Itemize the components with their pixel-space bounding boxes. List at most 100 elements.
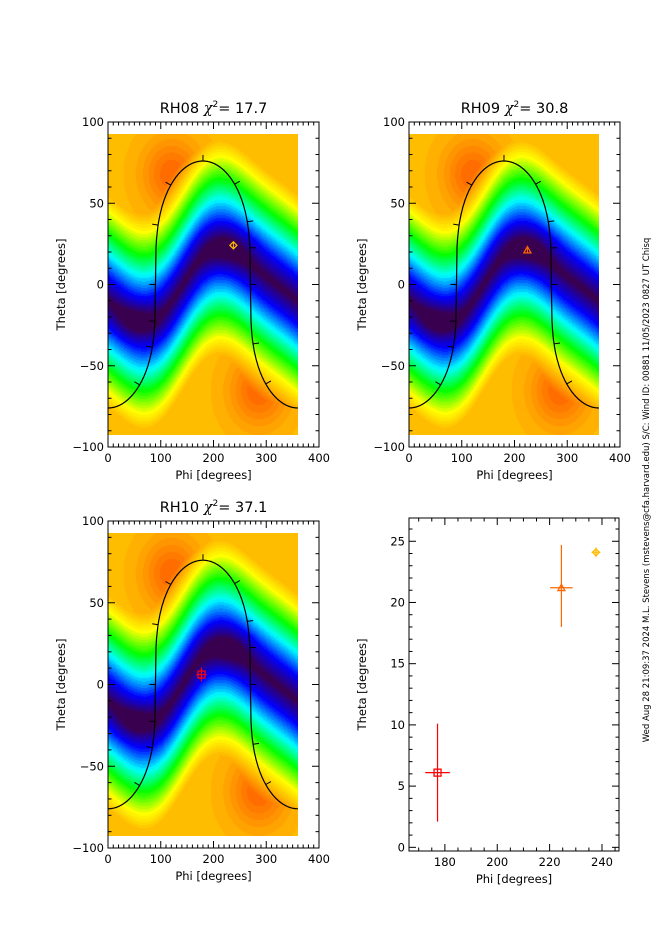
- title-sup: 2: [514, 100, 520, 110]
- x-tick-label: 100: [150, 451, 172, 465]
- title-value: = 37.1: [218, 500, 267, 516]
- y-tick-label: −100: [72, 440, 104, 454]
- x-tick-label: 400: [308, 852, 330, 866]
- x-axis-label: Phi [degrees]: [476, 468, 552, 482]
- track-curve: [409, 160, 599, 409]
- x-tick-label: 200: [486, 855, 508, 869]
- track-tick: [265, 380, 272, 385]
- track-tick: [152, 623, 159, 626]
- track-tick: [252, 342, 260, 345]
- track-tick: [146, 345, 153, 348]
- y-tick-label: −50: [80, 759, 104, 773]
- y-tick-label: 100: [82, 514, 104, 528]
- track-tick: [234, 180, 241, 185]
- data-point-triangle: [550, 544, 573, 627]
- y-axis-label: Theta [degrees]: [54, 239, 68, 332]
- y-tick-label: 0: [398, 278, 405, 292]
- x-axis-label: Phi [degrees]: [175, 468, 251, 482]
- title-value: = 17.7: [218, 101, 267, 117]
- track-tick: [134, 381, 140, 386]
- title-value: = 30.8: [519, 101, 568, 117]
- x-tick-label: 180: [434, 855, 456, 869]
- y-tick-label: 20: [390, 595, 405, 609]
- marker-triangle: [556, 582, 566, 592]
- track-tick: [165, 181, 172, 186]
- track-tick: [247, 220, 254, 223]
- track-tick: [234, 580, 241, 585]
- panel-title: RH08 χ2= 17.7: [160, 100, 268, 117]
- track-tick: [247, 619, 254, 622]
- x-tick-label: 240: [591, 855, 613, 869]
- track-tick: [453, 223, 460, 226]
- track-curve: [108, 160, 298, 409]
- y-tick-label: 0: [97, 278, 104, 292]
- y-tick-label: 0: [97, 678, 104, 692]
- track-tick: [566, 380, 573, 385]
- y-tick-label: −100: [373, 440, 405, 454]
- track-tick: [165, 581, 172, 585]
- x-tick-label: 220: [539, 855, 561, 869]
- y-tick-label: 100: [82, 115, 104, 129]
- track-tick: [134, 782, 140, 786]
- x-tick-label: 400: [308, 451, 330, 465]
- side-caption: Wed Aug 28 21:09:37 2024 M.L. Stevens (m…: [642, 238, 652, 743]
- x-axis-label: Phi [degrees]: [175, 869, 251, 883]
- track-tick: [548, 220, 555, 223]
- panel-4: 180 200 220 240 0 5 10 15 20 25 Phi [degrees] Theta…: [355, 517, 620, 886]
- y-axis-label: Theta [degrees]: [355, 639, 369, 732]
- x-tick-label: 0: [405, 451, 412, 465]
- track-tick: [535, 180, 542, 185]
- track-tick: [447, 345, 454, 348]
- track-curve: [108, 559, 298, 810]
- y-tick-label: 5: [398, 779, 405, 793]
- title-sup: 2: [213, 499, 219, 509]
- x-tick-label: 0: [104, 451, 111, 465]
- y-axis-label: Theta [degrees]: [355, 239, 369, 332]
- x-tick-label: 200: [203, 451, 225, 465]
- data-point-square: [425, 723, 450, 822]
- plot-frame: [107, 520, 320, 849]
- y-tick-label: 10: [390, 718, 405, 732]
- x-tick-label: 0: [104, 852, 111, 866]
- x-tick-label: 200: [504, 451, 526, 465]
- panel-1: RH08 χ2= 17.70 100 200 300 400−100−50050100P…: [54, 100, 330, 482]
- x-tick-label: 100: [451, 451, 473, 465]
- x-tick-label: 100: [150, 852, 172, 866]
- y-tick-label: 25: [390, 534, 405, 548]
- y-tick-label: 15: [390, 657, 405, 671]
- track-tick: [466, 181, 473, 186]
- y-tick-label: 50: [390, 196, 405, 210]
- plot-frame: [107, 121, 320, 448]
- marker-diamond: [228, 240, 238, 250]
- title-name: RH10: [160, 500, 204, 516]
- title-name: RH08: [160, 101, 204, 117]
- track-tick: [252, 742, 260, 745]
- title-sup: 2: [213, 100, 219, 110]
- x-axis-label: Phi [degrees]: [476, 872, 552, 886]
- plot-frame: [408, 121, 621, 448]
- x-tick-label: 200: [203, 852, 225, 866]
- x-tick-label: 300: [556, 451, 578, 465]
- y-tick-label: 100: [383, 115, 405, 129]
- x-tick-label: 300: [255, 451, 277, 465]
- track-tick: [265, 781, 272, 785]
- track-tick: [152, 223, 159, 226]
- data-point-diamond: [591, 547, 601, 558]
- panel-2: RH09 χ2= 30.80 100 200 300 400−100−50050100P…: [355, 100, 631, 482]
- x-tick-label: 300: [255, 852, 277, 866]
- y-tick-label: −50: [381, 359, 405, 373]
- title-chi: χ: [504, 101, 515, 117]
- y-axis-label: Theta [degrees]: [54, 639, 68, 732]
- marker-diamond: [591, 547, 601, 557]
- title-chi: χ: [203, 500, 214, 516]
- y-tick-label: −50: [80, 359, 104, 373]
- panel-3: RH10 χ2= 37.10 100 200 300 400−100−50050100P…: [54, 499, 330, 883]
- y-tick-label: 0: [398, 840, 405, 854]
- y-tick-label: 50: [89, 596, 104, 610]
- track-tick: [435, 381, 441, 386]
- x-tick-label: 400: [609, 451, 631, 465]
- title-name: RH09: [461, 101, 505, 117]
- y-tick-label: −100: [72, 841, 104, 855]
